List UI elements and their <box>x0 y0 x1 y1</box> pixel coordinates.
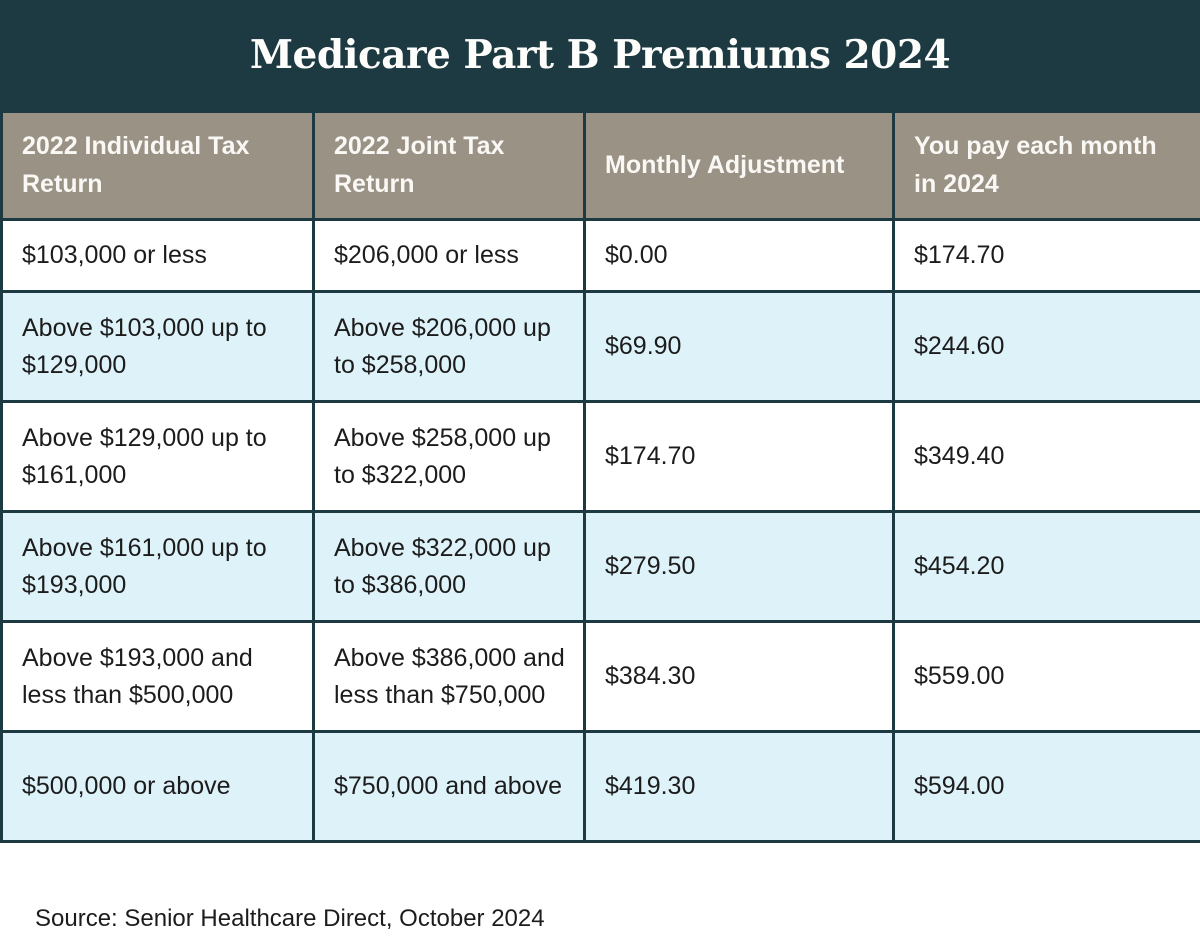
table-cell: Above $206,000 up to $258,000 <box>312 290 586 403</box>
table-cell: Above $386,000 and less than $750,000 <box>312 620 586 733</box>
table-cell: $174.70 <box>583 400 895 513</box>
table-row: $500,000 or above $750,000 and above $41… <box>0 730 1200 843</box>
table-cell: $594.00 <box>892 730 1200 843</box>
table-cell: $69.90 <box>583 290 895 403</box>
page-title: Medicare Part B Premiums 2024 <box>249 32 951 78</box>
table-body: $103,000 or less $206,000 or less $0.00 … <box>0 218 1200 843</box>
table-row: Above $129,000 up to $161,000 Above $258… <box>0 400 1200 513</box>
table-row: $103,000 or less $206,000 or less $0.00 … <box>0 218 1200 293</box>
source-attribution: Source: Senior Healthcare Direct, Octobe… <box>35 905 545 932</box>
table-cell: $279.50 <box>583 510 895 623</box>
table-cell: Above $322,000 up to $386,000 <box>312 510 586 623</box>
table-cell: $174.70 <box>892 218 1200 293</box>
table-row: Above $103,000 up to $129,000 Above $206… <box>0 290 1200 403</box>
table-cell: Above $161,000 up to $193,000 <box>0 510 315 623</box>
table-cell: Above $193,000 and less than $500,000 <box>0 620 315 733</box>
table-cell: Above $258,000 up to $322,000 <box>312 400 586 513</box>
table-cell: Above $103,000 up to $129,000 <box>0 290 315 403</box>
table-cell: $454.20 <box>892 510 1200 623</box>
table-cell: $419.30 <box>583 730 895 843</box>
column-header-you-pay: You pay each month in 2024 <box>892 110 1200 221</box>
column-header-joint-tax: 2022 Joint Tax Return <box>312 110 586 221</box>
table-header: 2022 Individual Tax Return 2022 Joint Ta… <box>0 110 1200 221</box>
table-cell: $244.60 <box>892 290 1200 403</box>
table-row: Above $193,000 and less than $500,000 Ab… <box>0 620 1200 733</box>
header-row: 2022 Individual Tax Return 2022 Joint Ta… <box>0 110 1200 221</box>
column-header-monthly-adjustment: Monthly Adjustment <box>583 110 895 221</box>
table-cell: $0.00 <box>583 218 895 293</box>
table-cell: $559.00 <box>892 620 1200 733</box>
table-cell: $349.40 <box>892 400 1200 513</box>
title-band: Medicare Part B Premiums 2024 <box>0 0 1200 110</box>
column-header-individual-tax: 2022 Individual Tax Return <box>0 110 315 221</box>
table-cell: $206,000 or less <box>312 218 586 293</box>
table-cell: $384.30 <box>583 620 895 733</box>
table-cell: $500,000 or above <box>0 730 315 843</box>
table-cell: $750,000 and above <box>312 730 586 843</box>
table-row: Above $161,000 up to $193,000 Above $322… <box>0 510 1200 623</box>
table-cell: $103,000 or less <box>0 218 315 293</box>
table-cell: Above $129,000 up to $161,000 <box>0 400 315 513</box>
premiums-table: 2022 Individual Tax Return 2022 Joint Ta… <box>0 110 1200 843</box>
